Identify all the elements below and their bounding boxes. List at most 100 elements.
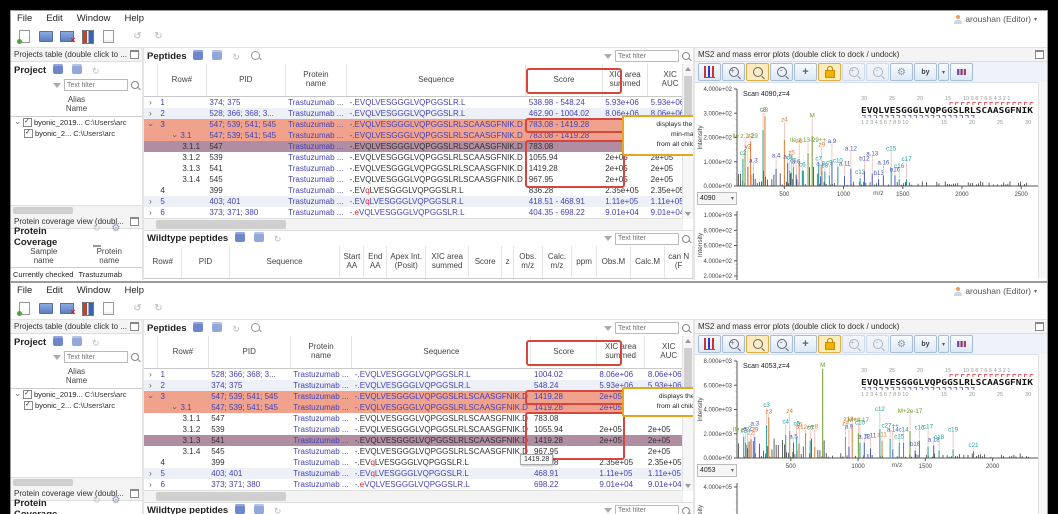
wt-column-header-1[interactable]: PID xyxy=(181,246,230,279)
column-header-sequence[interactable]: Sequence xyxy=(351,336,532,369)
wt-column-header-7[interactable]: Score xyxy=(468,246,503,279)
expander-cell[interactable]: › xyxy=(144,196,157,207)
document-icon[interactable] xyxy=(99,300,118,317)
zoom-in-small-icon[interactable] xyxy=(842,335,865,353)
projects-panel-titlebar[interactable]: Projects table (double click to ... xyxy=(11,320,142,334)
zoom-out-icon[interactable] xyxy=(770,63,793,81)
expander-cell[interactable]: › xyxy=(144,97,157,109)
expander-icon[interactable]: › xyxy=(13,121,23,124)
wt-column-header-13[interactable]: Calc.M xyxy=(630,246,666,279)
expand-table-icon[interactable] xyxy=(208,320,227,335)
project-filter-input[interactable] xyxy=(64,351,128,363)
table-row[interactable]: › 1 528; 366; 368; 3... Trastuzumab ... -.EV… xyxy=(144,369,693,381)
scrollbar-thumb[interactable] xyxy=(13,207,73,214)
expander-cell[interactable] xyxy=(144,130,157,141)
wt-column-header-0[interactable]: Row# xyxy=(144,246,183,279)
project-checkbox[interactable] xyxy=(24,400,33,410)
ms2-spectrum-plot[interactable]: 4.000e+02 3.000e+02 2.000e+02 1.000e+02 0.00… xyxy=(695,83,1041,201)
tree-item[interactable]: › byonic_2019...C:\Users\arc xyxy=(11,117,142,128)
pan-icon[interactable]: + xyxy=(794,335,817,353)
tree-horizontal-scrollbar[interactable] xyxy=(11,477,142,487)
menu-item-window[interactable]: Window xyxy=(76,285,111,296)
refresh-icon[interactable]: ↻ xyxy=(232,51,240,62)
expand-table-icon[interactable] xyxy=(67,332,86,349)
refresh-icon[interactable]: ↻ xyxy=(232,323,240,334)
table-row[interactable]: › 5 403; 401 Trastuzumab ... -.EVqLVESGGGLVQ… xyxy=(144,196,693,207)
filter-funnel-icon[interactable] xyxy=(604,508,612,513)
column-header-score[interactable]: Score xyxy=(530,336,597,369)
search-user-icon[interactable] xyxy=(246,48,265,64)
expander-icon[interactable]: › xyxy=(149,208,152,217)
scan-selector[interactable]: 4090 ▾ xyxy=(697,192,737,205)
dock-icon[interactable] xyxy=(130,217,139,226)
ms2-spectrum-plot[interactable]: 8.000e+03 6.000e+03 4.000e+03 2.000e+03 0.00… xyxy=(695,355,1041,473)
tree-column-header[interactable]: Alias Name xyxy=(11,364,142,389)
table-row[interactable]: 4 399 Trastuzumab ... -.EVqLVESGGGLVQPGGSLR… xyxy=(144,457,693,468)
expander-cell[interactable]: › xyxy=(144,108,157,119)
open-project-icon[interactable] xyxy=(36,28,55,45)
new-project-icon[interactable] xyxy=(15,300,34,317)
coverage-column-header-1[interactable]: Protein name xyxy=(96,247,122,266)
scroll-down-icon[interactable] xyxy=(685,484,691,488)
expander-cell[interactable]: › xyxy=(144,119,157,130)
table-row[interactable]: 3.1.3 541 Trastuzumab ... -.EVQLVESGGGLVQPG… xyxy=(144,435,693,446)
wt-column-header-3[interactable]: Start AA xyxy=(339,246,365,279)
expander-icon[interactable]: › xyxy=(149,370,152,379)
lock-icon[interactable] xyxy=(818,335,841,353)
expand-table-icon[interactable] xyxy=(249,229,268,246)
dock-icon[interactable] xyxy=(130,50,139,59)
search-icon[interactable] xyxy=(682,324,690,332)
user-badge[interactable]: aroushan (Editor) ▾ xyxy=(953,286,1037,296)
close-project-icon[interactable] xyxy=(57,300,76,317)
ms2-vertical-scrollbar[interactable] xyxy=(1038,82,1047,278)
expander-icon[interactable]: › xyxy=(149,480,152,489)
menu-item-window[interactable]: Window xyxy=(76,13,111,24)
sort-descending-icon[interactable] xyxy=(189,320,208,335)
wt-column-header-12[interactable]: Obs.M xyxy=(596,246,631,279)
tree-item[interactable]: byonic_2...C:\Users\arc xyxy=(11,400,142,411)
ion-series-icon[interactable]: III xyxy=(950,63,973,81)
scroll-up-icon[interactable] xyxy=(685,67,691,71)
zoom-in-icon[interactable] xyxy=(722,335,745,353)
lock-icon[interactable] xyxy=(818,63,841,81)
menu-item-help[interactable]: Help xyxy=(124,13,145,24)
scrollbar-thumb[interactable] xyxy=(156,220,286,229)
scrollbar-thumb[interactable] xyxy=(684,348,692,388)
table-row[interactable]: 3.1.4 545 Trastuzumab ... -.EVQLVESGGGLVQPG… xyxy=(144,174,693,185)
refresh-icon[interactable]: ↻ xyxy=(93,223,101,233)
refresh-icon[interactable]: ↻ xyxy=(273,506,282,514)
peptides-filter-input[interactable] xyxy=(615,50,679,62)
wt-column-header-2[interactable]: Sequence xyxy=(229,246,341,279)
table-row[interactable]: 3.1.1 547 Trastuzumab ... -.EVQLVESGGGLVQPG… xyxy=(144,141,693,152)
dock-icon[interactable] xyxy=(1035,50,1044,59)
expander-cell[interactable] xyxy=(144,446,157,457)
settings-gear-icon[interactable]: ⚙ xyxy=(890,63,913,81)
ion-series-icon[interactable]: III xyxy=(950,335,973,353)
menu-item-file[interactable]: File xyxy=(17,13,33,24)
column-header-pid[interactable]: PID xyxy=(206,64,286,97)
user-badge[interactable]: aroushan (Editor) ▾ xyxy=(953,14,1037,24)
sort-descending-icon[interactable] xyxy=(48,60,67,77)
expand-table-icon[interactable] xyxy=(249,501,268,514)
coverage-column-headers[interactable]: Sample name Protein name xyxy=(11,245,142,268)
expander-cell[interactable]: › xyxy=(144,207,157,218)
table-row[interactable]: › 1 374; 375 Trastuzumab ... -.EVQLVESGGGLVQ… xyxy=(144,97,693,109)
table-row[interactable]: › 2 374; 375 Trastuzumab ... -.EVQLVESGGGLVQ… xyxy=(144,380,693,391)
column-header-rownum[interactable]: Row# xyxy=(157,64,207,97)
menu-item-help[interactable]: Help xyxy=(124,285,145,296)
filter-funnel-icon[interactable] xyxy=(604,236,612,241)
column-header-xic-area[interactable]: XIC area summed xyxy=(596,336,646,369)
annotation-dropdown-icon[interactable]: ▾ xyxy=(938,335,949,353)
expander-cell[interactable] xyxy=(144,185,157,196)
annotation-dropdown-icon[interactable]: ▾ xyxy=(938,63,949,81)
expander-cell[interactable] xyxy=(144,402,157,413)
column-header-score[interactable]: Score xyxy=(525,64,603,97)
filter-funnel-icon[interactable] xyxy=(604,325,612,331)
wt-column-header-10[interactable]: Calc. m/z xyxy=(542,246,573,279)
expander-icon[interactable]: › xyxy=(149,381,152,390)
coverage-view-titlebar[interactable]: Protein coverage view (doubl... xyxy=(11,487,142,501)
projects-panel-titlebar[interactable]: Projects table (double click to ... xyxy=(11,48,142,62)
scrollbar-thumb[interactable] xyxy=(13,479,73,486)
expander-cell[interactable] xyxy=(144,435,157,446)
report-icon[interactable] xyxy=(78,300,97,317)
